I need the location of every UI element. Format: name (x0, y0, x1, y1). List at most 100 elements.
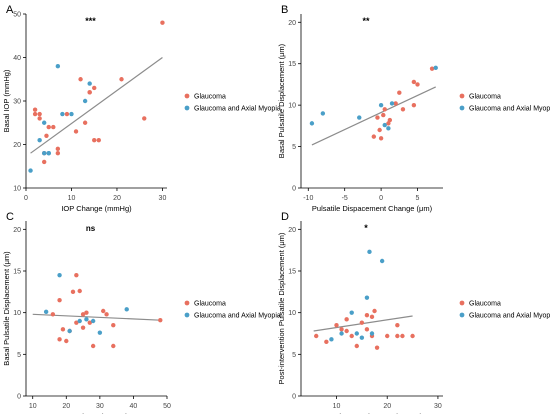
legend-label: Glaucoma and Axial Myopia (194, 106, 281, 113)
data-point (82, 98, 88, 104)
legend-swatch (459, 93, 465, 99)
data-point (395, 333, 400, 339)
legend-swatch (459, 105, 465, 111)
data-point (55, 151, 61, 156)
y-tick-label: 40 (13, 55, 21, 62)
data-point (55, 146, 61, 152)
data-point (50, 312, 56, 317)
y-tick-label: 5 (292, 352, 296, 359)
x-tick-label: 30 (434, 403, 442, 410)
y-tick-label: 0 (292, 186, 296, 193)
panel-label: C (6, 211, 14, 223)
data-point (309, 121, 315, 126)
data-point (28, 168, 33, 173)
data-point (77, 318, 82, 324)
panel-d: D 10 20 30 0 5 10 15 20 Post-intervention IOP (mm… (277, 211, 550, 414)
data-point (37, 111, 42, 117)
y-tick-label: 15 (13, 269, 21, 276)
data-point (379, 258, 385, 264)
data-point (385, 333, 390, 339)
data-point (386, 121, 391, 126)
data-point (160, 20, 165, 25)
data-point (64, 111, 70, 117)
x-tick-label: 5 (416, 195, 420, 202)
series-glaucoma (32, 20, 165, 165)
data-point (41, 151, 47, 156)
data-point (57, 297, 62, 303)
x-tick-label: 30 (96, 403, 104, 410)
data-point (429, 66, 435, 71)
regression-line (30, 57, 163, 154)
data-point (43, 309, 49, 315)
data-point (74, 320, 79, 325)
y-tick-label: 20 (13, 227, 21, 234)
series-glaucoma-axial-myopia (28, 63, 92, 173)
x-tick-label: 20 (62, 403, 70, 410)
regression-line (311, 86, 436, 146)
legend-label: Glaucoma and Axial Myopia (469, 313, 550, 320)
data-point (46, 124, 51, 130)
data-point (82, 120, 88, 125)
x-tick-label: 40 (130, 403, 138, 410)
data-point (411, 102, 417, 108)
data-point (84, 317, 89, 322)
data-point (69, 111, 74, 117)
x-tick-label: 20 (383, 403, 391, 410)
data-point (367, 249, 372, 255)
data-point (84, 310, 89, 315)
data-point (354, 343, 359, 349)
significance-marker: ns (86, 224, 96, 233)
y-axis-title: Basal Pulsatile Displacement (μm) (2, 251, 11, 366)
legend-swatch (184, 105, 190, 111)
legend-label: Glaucoma and Axial Myopia (194, 313, 281, 320)
data-point (55, 63, 61, 69)
data-point (369, 331, 375, 336)
legend-label: Glaucoma and Axial Myopia (469, 106, 550, 113)
data-point (359, 335, 365, 340)
significance-marker: ** (362, 16, 370, 26)
data-point (158, 317, 163, 323)
data-point (377, 127, 382, 133)
x-axis-title: IOP Change (mmHg) (61, 204, 132, 213)
data-point (324, 339, 329, 345)
data-point (90, 343, 96, 349)
data-point (57, 337, 62, 342)
y-tick-label: 5 (17, 352, 21, 359)
data-point (37, 116, 42, 121)
data-point (354, 331, 359, 336)
data-point (339, 327, 344, 332)
data-point (97, 330, 103, 335)
data-point (344, 328, 349, 334)
data-point (371, 134, 377, 139)
data-point (400, 107, 406, 112)
data-point (104, 312, 109, 317)
legend-swatch (184, 93, 190, 99)
data-point (96, 137, 101, 143)
data-point (41, 159, 47, 165)
y-tick-label: 10 (288, 310, 296, 317)
data-point (77, 288, 82, 294)
data-point (382, 107, 387, 112)
data-point (87, 81, 92, 86)
data-point (142, 116, 147, 121)
data-point (78, 77, 83, 82)
y-tick-label: 10 (288, 103, 296, 110)
data-point (381, 112, 386, 118)
y-tick-label: 30 (13, 99, 21, 106)
y-tick-label: 20 (288, 227, 296, 234)
data-point (387, 117, 393, 123)
data-point (46, 151, 51, 156)
data-point (92, 85, 97, 91)
x-tick-label: -10 (303, 195, 313, 202)
x-tick-label: 0 (24, 195, 28, 202)
x-tick-label: 50 (163, 403, 171, 410)
legend-label: Glaucoma (469, 94, 501, 101)
data-point (87, 320, 92, 325)
data-point (339, 331, 344, 336)
y-tick-label: 20 (288, 20, 296, 27)
x-tick-label: 0 (379, 195, 383, 202)
panel-label: A (6, 4, 14, 16)
series-glaucoma-axial-myopia (43, 272, 129, 335)
data-point (60, 327, 66, 332)
